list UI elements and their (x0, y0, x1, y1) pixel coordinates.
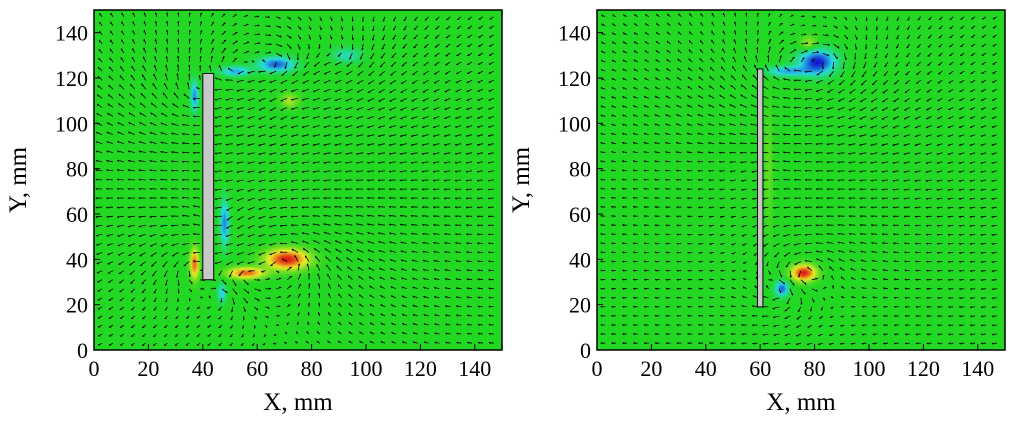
x-tick-label: 0 (592, 356, 603, 381)
x-tick-label: 0 (89, 356, 100, 381)
y-tick-label: 100 (558, 111, 591, 136)
velocity-vectors (600, 12, 997, 346)
x-axis-label: X, mm (263, 389, 333, 416)
plate-obstacle (756, 68, 764, 308)
y-tick-label: 20 (569, 293, 591, 318)
x-axis: 0 20 40 60 80 100 120 140 (89, 344, 491, 381)
y-axis-label: Y, mm (508, 146, 535, 213)
x-tick-label: 140 (961, 356, 994, 381)
x-tick-label: 100 (350, 356, 383, 381)
y-tick-label: 40 (569, 247, 591, 272)
plot-frame (93, 9, 503, 351)
y-tick-label: 120 (558, 66, 591, 91)
y-tick-label: 80 (66, 157, 88, 182)
plot-frame (596, 9, 1006, 351)
y-axis: 0 20 40 60 80 100 120 140 (558, 21, 603, 363)
x-tick-label: 40 (192, 356, 214, 381)
y-tick-label: 140 (55, 21, 88, 46)
x-tick-label: 40 (695, 356, 717, 381)
right-vorticity-plot: 0 20 40 60 80 100 120 140 0 20 40 60 80 100 120 140 X, m… (508, 9, 1006, 416)
y-tick-label: 60 (569, 202, 591, 227)
x-tick-label: 60 (749, 356, 771, 381)
left-vorticity-plot: 0 20 40 60 80 100 120 140 0 20 40 60 80 100 120 140 X, m… (5, 9, 503, 416)
x-axis-label: X, mm (766, 389, 836, 416)
x-tick-label: 120 (404, 356, 437, 381)
y-axis-label: Y, mm (5, 146, 32, 213)
plate-obstacle (202, 72, 215, 281)
y-tick-label: 60 (66, 202, 88, 227)
x-tick-label: 120 (907, 356, 940, 381)
x-tick-label: 80 (301, 356, 323, 381)
x-tick-label: 20 (640, 356, 662, 381)
y-tick-label: 100 (55, 111, 88, 136)
x-tick-label: 20 (137, 356, 159, 381)
y-tick-label: 80 (569, 157, 591, 182)
x-tick-label: 140 (458, 356, 491, 381)
y-tick-label: 20 (66, 293, 88, 318)
x-axis: 0 20 40 60 80 100 120 140 (592, 344, 994, 381)
velocity-vectors (95, 12, 494, 346)
x-tick-label: 80 (804, 356, 826, 381)
x-tick-label: 60 (246, 356, 268, 381)
y-tick-label: 40 (66, 247, 88, 272)
x-tick-label: 100 (853, 356, 886, 381)
y-tick-label: 140 (558, 21, 591, 46)
y-tick-label: 0 (580, 338, 591, 363)
y-tick-label: 0 (77, 338, 88, 363)
y-axis: 0 20 40 60 80 100 120 140 (55, 21, 100, 363)
y-tick-label: 120 (55, 66, 88, 91)
